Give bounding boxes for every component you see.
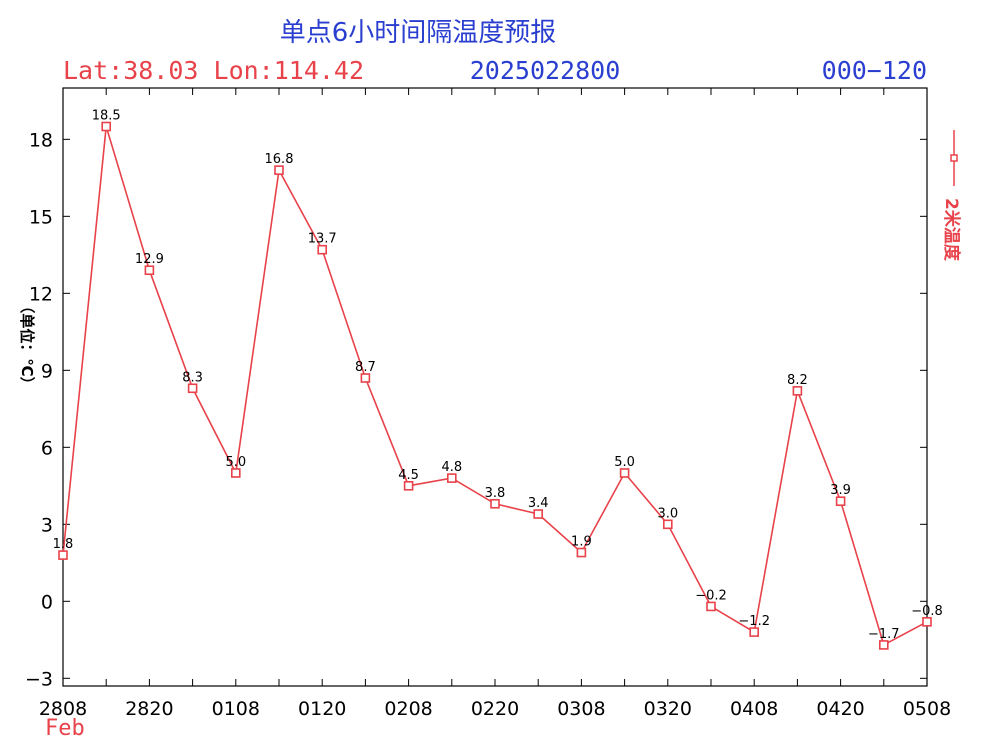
series-layer <box>58 121 932 650</box>
data-point <box>619 468 630 478</box>
data-label: 1.8 <box>53 537 74 552</box>
y-tick-label: 0 <box>41 591 53 613</box>
data-point <box>533 509 544 519</box>
data-label: 18.5 <box>92 108 121 123</box>
data-point <box>835 496 846 507</box>
y-tick-label: 15 <box>29 206 53 228</box>
data-point <box>706 601 716 612</box>
forecast-range-label: 000−120 <box>822 56 927 85</box>
data-label: 8.7 <box>355 360 376 375</box>
data-point <box>749 627 760 637</box>
data-point <box>360 373 371 383</box>
y-tick-label: 12 <box>29 283 53 305</box>
data-label: 5.0 <box>614 455 635 470</box>
data-label: −1.2 <box>738 614 770 629</box>
legend: 2米温度 <box>941 130 962 262</box>
x-tick-label: 0320 <box>644 698 692 720</box>
data-point <box>446 473 457 483</box>
data-label: 16.8 <box>265 152 294 167</box>
x-axis: 2808 2820 0108 0120 0208 0220 0308 0320 0408 0420… <box>39 88 951 720</box>
data-point <box>144 265 155 276</box>
chart-title: 单点6小时间隔温度预报 <box>280 18 557 48</box>
data-point <box>274 165 284 175</box>
y-tick-label: 6 <box>41 437 53 459</box>
data-label: 3.4 <box>528 496 549 511</box>
legend-label: 2米温度 <box>941 198 962 262</box>
init-time-label: 2025022800 <box>470 56 621 85</box>
data-point <box>576 547 587 558</box>
location-label: Lat:38.03 Lon:114.42 <box>63 56 364 85</box>
data-label: −1.7 <box>868 627 900 642</box>
x-tick-label: 0120 <box>298 698 346 720</box>
data-point <box>662 519 673 530</box>
data-labels-layer: 1.8 18.5 12.9 8.3 5.0 16.8 13.7 8.7 4.5 4.8 3.8 3.4… <box>53 108 943 641</box>
x-tick-label: 2808 <box>39 698 87 720</box>
data-point <box>878 640 889 650</box>
data-point <box>403 481 414 491</box>
x-tick-label: 0408 <box>730 698 778 720</box>
data-point <box>187 383 198 394</box>
y-tick-label: 18 <box>29 129 53 151</box>
x-tick-label: 0108 <box>212 698 260 720</box>
data-point <box>317 244 328 255</box>
data-label: −0.2 <box>695 588 727 603</box>
x-tick-label: 0208 <box>384 698 432 720</box>
data-point <box>58 550 68 560</box>
data-label: 8.3 <box>182 370 203 385</box>
data-label: 4.8 <box>441 460 462 475</box>
data-label: 5.0 <box>225 455 246 470</box>
data-label: 4.5 <box>398 468 419 483</box>
data-label: 3.8 <box>485 486 506 501</box>
y-tick-label: 9 <box>41 360 53 382</box>
legend-marker <box>950 154 958 162</box>
data-label: 3.9 <box>830 483 851 498</box>
x-tick-label: 0420 <box>816 698 864 720</box>
x-tick-label: 2820 <box>125 698 173 720</box>
data-label: 1.9 <box>571 535 592 550</box>
data-point <box>490 498 500 509</box>
data-point <box>792 386 803 396</box>
data-point <box>231 468 241 478</box>
y-tick-label: 3 <box>41 514 53 536</box>
data-point <box>922 617 932 627</box>
x-tick-label: 0508 <box>903 698 951 720</box>
data-label: 3.0 <box>657 506 678 521</box>
data-label: 12.9 <box>135 252 164 267</box>
month-label: Feb <box>45 716 85 741</box>
data-label: −0.8 <box>911 604 943 619</box>
y-axis: −3 0 3 6 9 12 15 18 <box>25 129 927 690</box>
data-label: 13.7 <box>308 232 337 247</box>
x-tick-label: 0308 <box>557 698 605 720</box>
y-tick-label: −3 <box>25 668 53 690</box>
y-axis-label: （单位：℃） <box>18 298 36 391</box>
data-label: 8.2 <box>787 373 808 388</box>
data-point <box>101 121 111 132</box>
x-tick-label: 0220 <box>471 698 519 720</box>
